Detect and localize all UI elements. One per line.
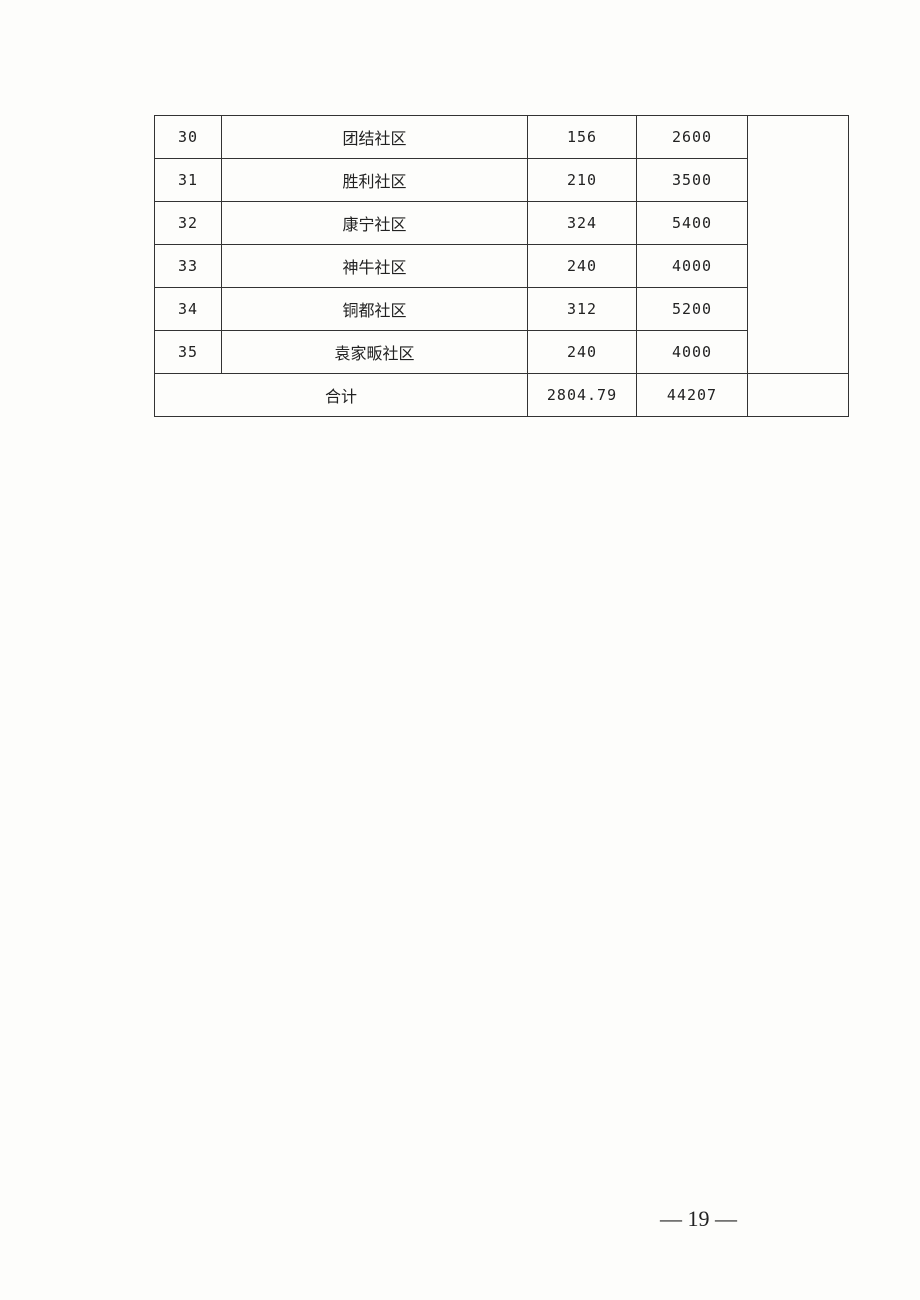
row-number: 35 [154,330,222,374]
table-row: 32 康宁社区 324 5400 [154,201,849,245]
total-b: 44207 [636,373,748,417]
value-b: 4000 [636,244,748,288]
total-row: 合计 2804.79 44207 [154,373,849,417]
total-remarks [747,373,849,417]
community-name: 袁家畈社区 [221,330,528,374]
value-b: 2600 [636,115,748,159]
row-number: 30 [154,115,222,159]
row-number: 33 [154,244,222,288]
row-number: 32 [154,201,222,245]
value-b: 5400 [636,201,748,245]
remarks-cell [747,115,849,374]
table-row: 34 铜都社区 312 5200 [154,287,849,331]
community-table: 30 团结社区 156 2600 31 胜利社区 210 3500 32 康宁社区 324 5400 3… [154,115,849,417]
table-row: 31 胜利社区 210 3500 [154,158,849,202]
community-name: 胜利社区 [221,158,528,202]
table-row: 30 团结社区 156 2600 [154,115,849,374]
value-b: 5200 [636,287,748,331]
community-name: 团结社区 [221,115,528,159]
value-a: 240 [527,330,637,374]
row-number: 31 [154,158,222,202]
value-b: 4000 [636,330,748,374]
community-name: 康宁社区 [221,201,528,245]
table-row: 35 袁家畈社区 240 4000 [154,330,849,374]
total-a: 2804.79 [527,373,637,417]
community-name: 铜都社区 [221,287,528,331]
row-number: 34 [154,287,222,331]
total-label: 合计 [154,373,528,417]
value-a: 312 [527,287,637,331]
table-row: 33 神牛社区 240 4000 [154,244,849,288]
value-a: 210 [527,158,637,202]
value-a: 240 [527,244,637,288]
value-a: 324 [527,201,637,245]
page-number: — 19 — [660,1206,737,1231]
value-b: 3500 [636,158,748,202]
community-name: 神牛社区 [221,244,528,288]
value-a: 156 [527,115,637,159]
